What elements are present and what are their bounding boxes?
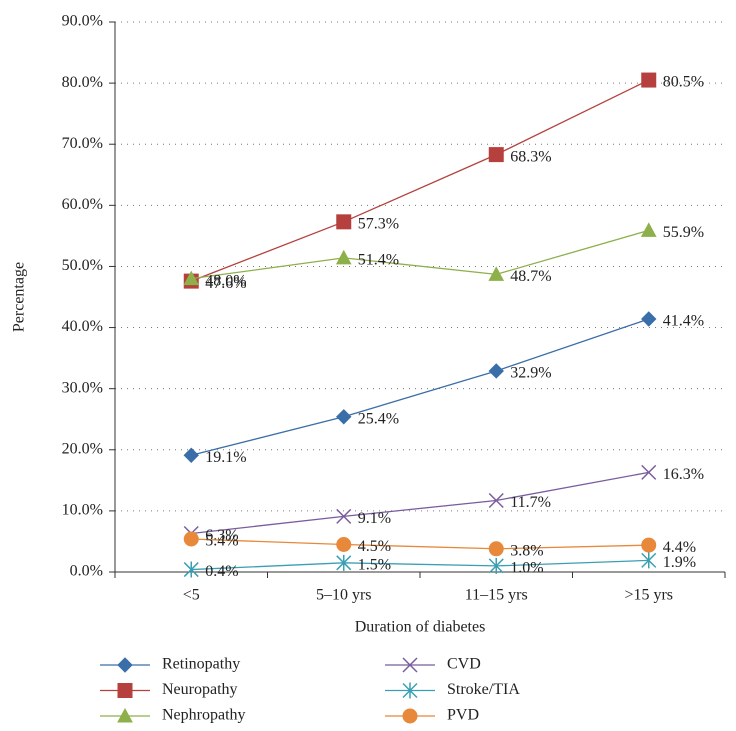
marker xyxy=(183,561,199,578)
marker xyxy=(183,447,199,463)
data-label: 48.0% xyxy=(205,272,246,289)
legend-label: Stroke/TIA xyxy=(447,681,520,698)
legend-marker xyxy=(117,707,133,723)
data-label: 4.5% xyxy=(358,538,391,555)
y-tick-label: 70.0% xyxy=(62,135,103,152)
data-label: 19.1% xyxy=(205,449,246,466)
legend-label: Retinopathy xyxy=(162,656,240,673)
legend-marker xyxy=(402,708,418,724)
marker xyxy=(488,147,504,163)
y-tick-label: 60.0% xyxy=(62,196,103,213)
marker xyxy=(641,72,657,88)
legend-label: PVD xyxy=(447,707,479,724)
data-label: 0.4% xyxy=(205,563,238,580)
series-line xyxy=(191,471,649,535)
marker xyxy=(641,552,657,569)
series-line xyxy=(191,538,649,550)
marker xyxy=(336,409,352,425)
marker xyxy=(336,537,352,552)
data-label: 1.0% xyxy=(510,560,543,577)
y-tick-label: 90.0% xyxy=(62,13,103,30)
data-label: 57.3% xyxy=(358,216,399,233)
marker xyxy=(336,508,352,524)
data-label: 32.9% xyxy=(510,365,551,382)
legend-marker xyxy=(402,657,418,673)
series-line xyxy=(191,318,649,456)
data-label: 1.5% xyxy=(358,557,391,574)
marker xyxy=(336,214,352,230)
x-tick-label: >15 yrs xyxy=(624,587,673,604)
y-tick-label: 0.0% xyxy=(70,563,103,580)
data-label: 9.1% xyxy=(358,510,391,527)
marker xyxy=(335,249,352,265)
marker xyxy=(183,270,200,286)
data-label: 41.4% xyxy=(663,313,704,330)
legend-marker xyxy=(117,683,133,698)
data-label: 51.4% xyxy=(358,252,399,269)
data-label: 48.7% xyxy=(510,268,551,285)
data-label: 80.5% xyxy=(663,74,704,91)
marker xyxy=(488,557,504,574)
marker xyxy=(183,531,199,547)
x-tick-label: 5–10 yrs xyxy=(316,587,372,604)
y-tick-label: 30.0% xyxy=(62,379,103,396)
y-tick-label: 80.0% xyxy=(62,74,103,91)
marker xyxy=(641,464,657,480)
legend-label: CVD xyxy=(447,656,481,673)
data-label: 1.9% xyxy=(663,554,696,571)
marker xyxy=(488,492,504,509)
marker xyxy=(640,222,657,237)
data-label: 16.3% xyxy=(663,466,704,483)
data-label: 3.8% xyxy=(510,542,543,559)
y-tick-label: 20.0% xyxy=(62,440,103,457)
data-label: 11.7% xyxy=(510,494,551,511)
marker xyxy=(641,537,657,553)
series-line xyxy=(191,229,649,280)
data-label: 55.9% xyxy=(663,224,704,241)
y-tick-label: 50.0% xyxy=(62,257,103,274)
marker xyxy=(641,311,657,327)
marker xyxy=(488,363,504,379)
marker xyxy=(336,554,352,571)
y-axis-title: Percentage xyxy=(11,262,28,332)
data-label: 25.4% xyxy=(358,410,399,427)
legend-label: Neuropathy xyxy=(162,681,238,698)
data-label: 4.4% xyxy=(663,539,696,556)
data-label: 47.6% xyxy=(205,275,246,292)
x-tick-label: <5 xyxy=(183,587,200,604)
data-label: 5.4% xyxy=(205,533,238,550)
y-tick-label: 40.0% xyxy=(62,318,103,335)
legend-marker xyxy=(117,657,133,673)
series-line xyxy=(191,559,649,571)
legend-label: Nephropathy xyxy=(162,707,246,724)
x-tick-label: 11–15 yrs xyxy=(465,587,528,604)
marker xyxy=(488,266,505,281)
series-line xyxy=(191,79,650,282)
marker xyxy=(488,541,504,557)
legend-marker xyxy=(402,682,418,699)
x-axis-title: Duration of diabetes xyxy=(355,619,486,636)
data-label: 68.3% xyxy=(510,148,551,165)
y-tick-label: 10.0% xyxy=(62,502,103,519)
